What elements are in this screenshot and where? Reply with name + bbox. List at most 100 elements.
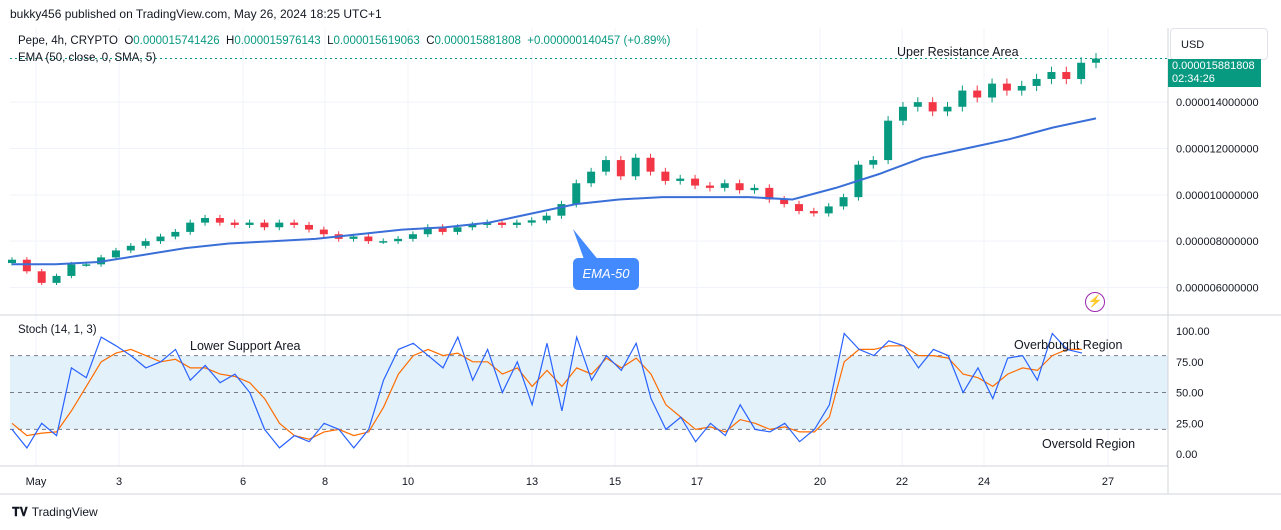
candle-body	[958, 90, 967, 107]
price-tick-label: 0.000008000000	[1176, 236, 1259, 248]
candle-body	[186, 222, 195, 232]
candle-body	[438, 227, 447, 232]
candle-series	[8, 53, 1100, 286]
candle-body	[735, 183, 744, 191]
candle-body	[705, 185, 714, 188]
candle-body	[275, 222, 284, 228]
candle-body	[111, 250, 120, 258]
candle-body	[1077, 62, 1086, 79]
overbought-label: Overbought Region	[1014, 338, 1123, 352]
candle-body	[824, 206, 833, 214]
candle-body	[527, 220, 536, 223]
tv-logo-icon: 𝐓𝐕	[12, 505, 28, 519]
bar-countdown: 02:34:26	[1172, 73, 1215, 85]
stoch-tick-label: 100.00	[1176, 326, 1210, 338]
candle-body	[349, 236, 358, 239]
time-tick-label: 10	[402, 476, 414, 488]
candle-body	[973, 90, 982, 98]
candle-body	[126, 245, 135, 251]
ema-callout: EMA-50	[573, 258, 639, 290]
ohlc-legend: Pepe, 4h, CRYPTO O0.000015741426 H 0.0000…	[18, 35, 670, 47]
candle-body	[290, 222, 299, 225]
legend-open: 0.000015741426	[133, 35, 220, 47]
time-tick-label: 13	[526, 476, 538, 488]
candle-body	[245, 222, 254, 225]
stoch-tick-label: 0.00	[1176, 449, 1197, 461]
price-tick-label: 0.000014000000	[1176, 97, 1259, 109]
price-tick-label: 0.000006000000	[1176, 283, 1259, 295]
candle-body	[720, 183, 729, 188]
legend-low: 0.000015619063	[333, 35, 420, 47]
candle-body	[631, 157, 640, 177]
price-tick-label: 0.000010000000	[1176, 190, 1259, 202]
candle-body	[408, 234, 417, 239]
candle-body	[661, 171, 670, 181]
candle-body	[468, 224, 477, 228]
candle-body	[765, 187, 774, 200]
currency-selector[interactable]: USD	[1170, 28, 1268, 60]
candle-body	[572, 183, 581, 205]
candle-body	[928, 102, 937, 112]
legend-close: 0.000015881808	[434, 35, 521, 47]
candle-body	[82, 264, 91, 266]
candle-body	[379, 241, 388, 243]
legend-symbol: Pepe, 4h, CRYPTO	[18, 35, 118, 47]
legend-close-label: C	[426, 35, 435, 47]
stoch-tick-label: 50.00	[1176, 388, 1204, 400]
candle-body	[22, 259, 31, 272]
time-tick-label: 24	[978, 476, 990, 488]
candle-body	[394, 238, 403, 242]
candle-body	[1032, 78, 1041, 86]
time-tick-label: 6	[240, 476, 246, 488]
candle-body	[1002, 83, 1011, 91]
candle-body	[201, 218, 210, 223]
candle-body	[587, 171, 596, 184]
candle-body	[215, 218, 224, 223]
publisher-line: bukky456 published on TradingView.com, M…	[10, 7, 382, 21]
candle-body	[304, 224, 313, 230]
candle-body	[750, 187, 759, 191]
candle-body	[67, 264, 76, 276]
legend-high-label: H	[226, 35, 235, 47]
candle-body	[1017, 85, 1026, 91]
candle-body	[230, 222, 239, 225]
candle-body	[795, 204, 804, 212]
time-tick-label: 15	[609, 476, 621, 488]
candle-body	[646, 157, 655, 172]
time-tick-label: 8	[322, 476, 328, 488]
time-tick-label: May	[26, 476, 47, 488]
candle-body	[498, 222, 507, 225]
candle-body	[8, 259, 16, 264]
lightning-icon[interactable]: ⚡	[1085, 292, 1105, 312]
candle-body	[898, 106, 907, 121]
tradingview-logo[interactable]: 𝐓𝐕 TradingView	[12, 505, 98, 520]
candle-body	[453, 227, 462, 232]
time-tick-label: 22	[896, 476, 908, 488]
candle-body	[171, 231, 180, 237]
candle-body	[780, 199, 789, 205]
candle-body	[156, 236, 165, 242]
candle-body	[884, 120, 893, 161]
stoch-tick-label: 25.00	[1176, 418, 1204, 430]
legend-low-label: L	[327, 35, 334, 47]
upper-resistance-label: Uper Resistance Area	[897, 45, 1019, 59]
candle-body	[601, 160, 610, 172]
candle-body	[423, 227, 432, 235]
candle-body	[1062, 72, 1071, 79]
legend-change: +0.000000140457 (+0.89%)	[527, 35, 671, 47]
candle-body	[809, 211, 818, 214]
candle-body	[1092, 58, 1100, 63]
stoch-legend: Stoch (14, 1, 3)	[18, 324, 97, 336]
price-tick-label: 0.000012000000	[1176, 143, 1259, 155]
legend-open-label: O	[124, 35, 134, 47]
candle-body	[676, 178, 685, 181]
candle-body	[141, 241, 150, 246]
candle-body	[37, 271, 46, 283]
time-tick-label: 20	[814, 476, 826, 488]
candle-body	[988, 83, 997, 98]
ema-legend: EMA (50, close, 0, SMA, 5)	[18, 52, 157, 64]
lower-support-label: Lower Support Area	[190, 339, 301, 353]
last-price-value: 0.000015881808	[1172, 60, 1255, 72]
candle-body	[839, 197, 848, 207]
